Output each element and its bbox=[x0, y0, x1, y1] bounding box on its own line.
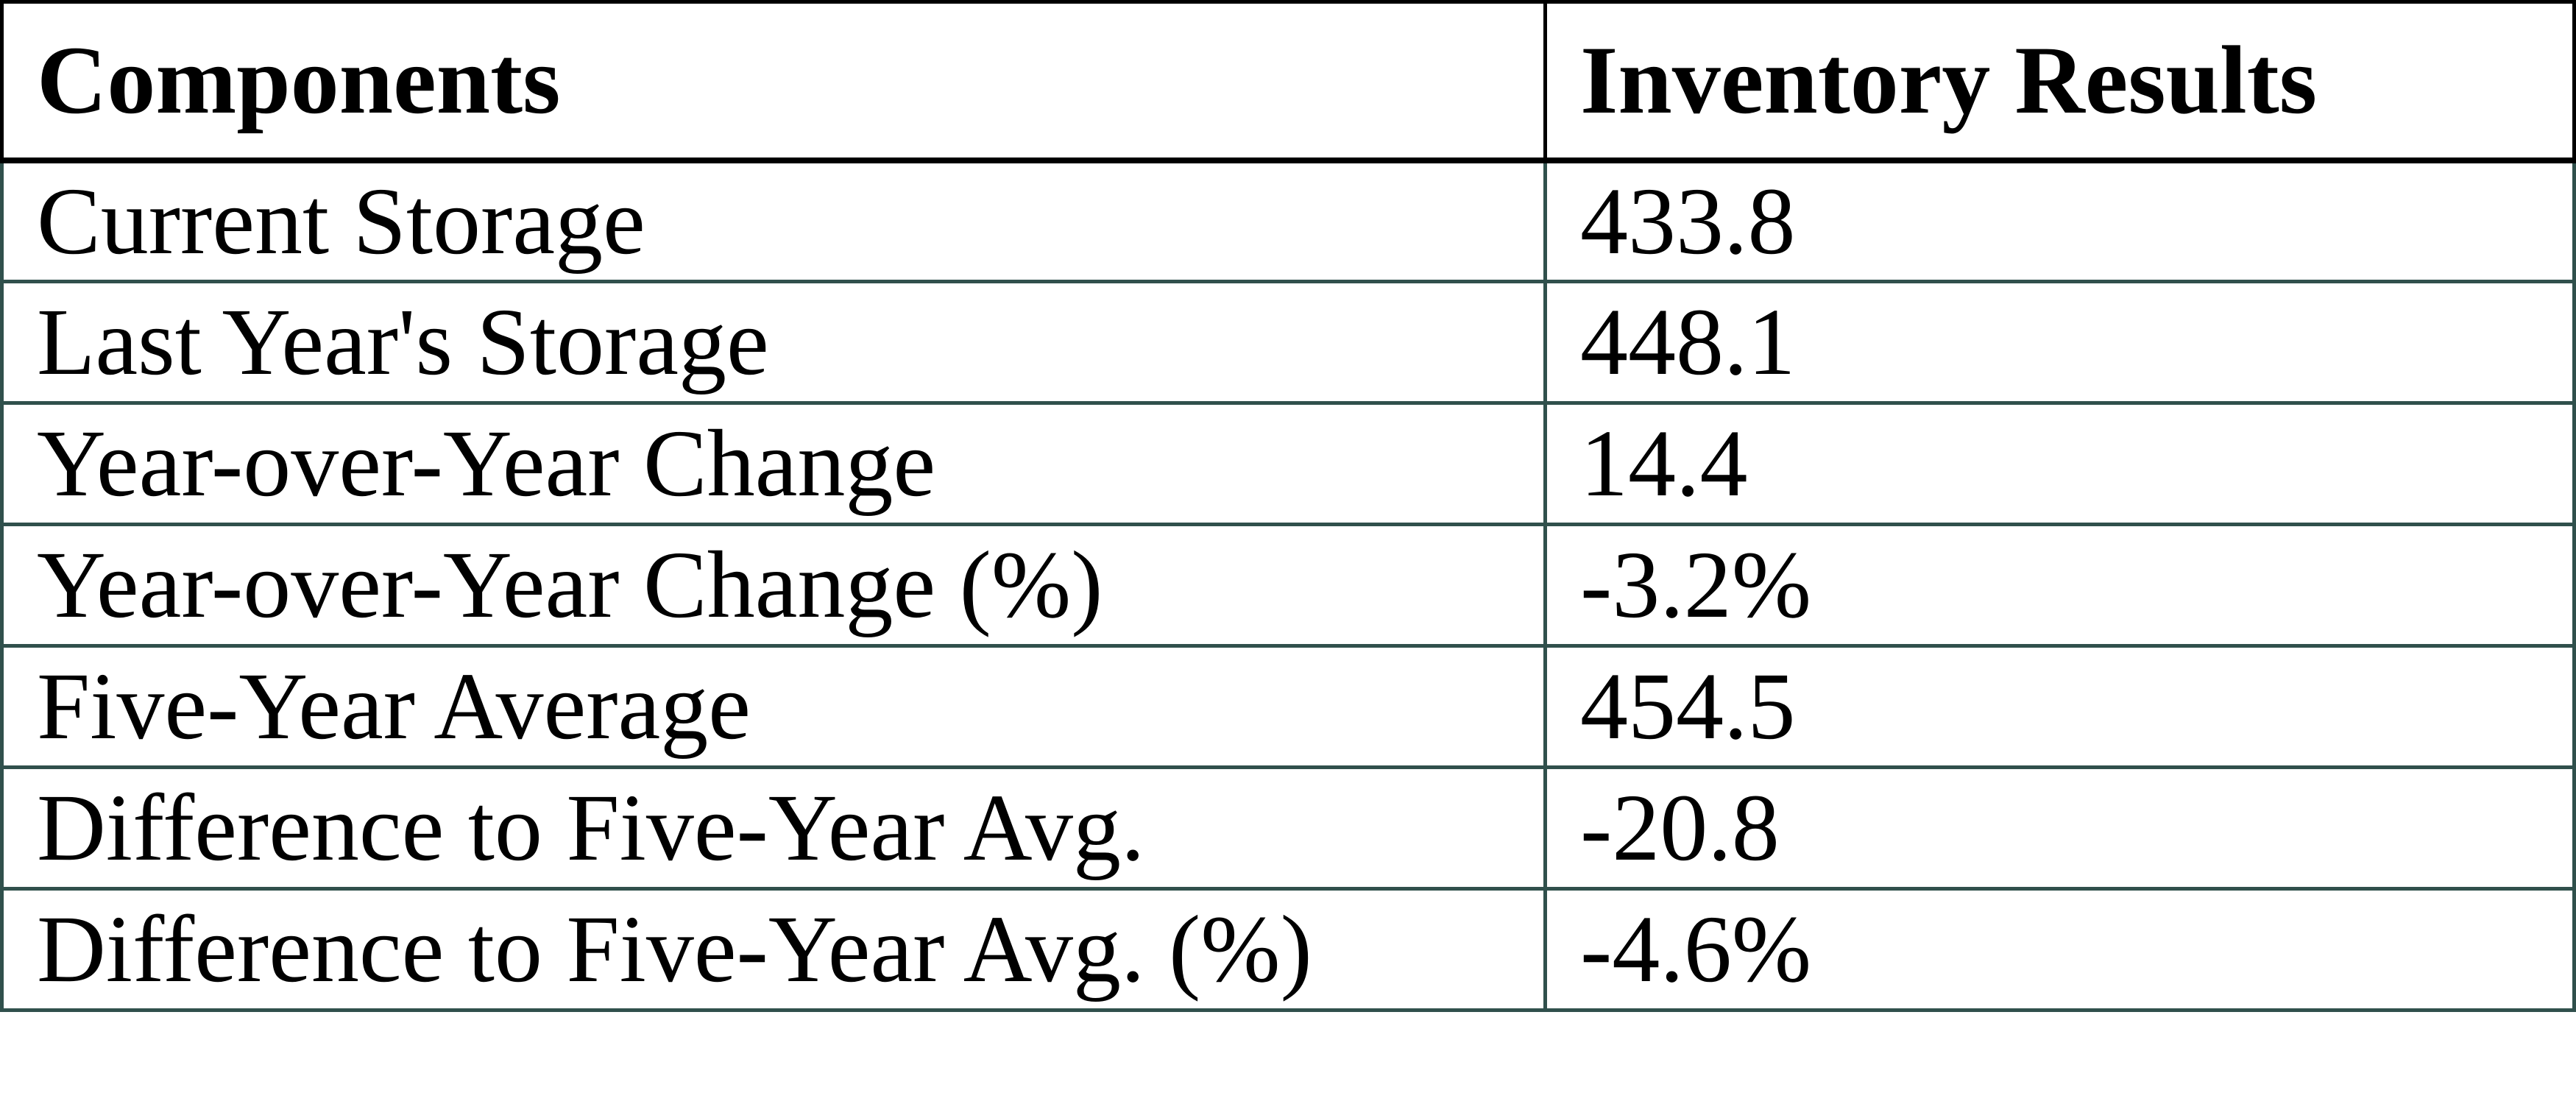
row-value: -4.6% bbox=[1543, 887, 2576, 1012]
row-value: 454.5 bbox=[1543, 644, 2576, 769]
header-row: Components Inventory Results bbox=[0, 0, 2576, 163]
row-label: Difference to Five-Year Avg. (%) bbox=[0, 887, 1547, 1012]
table-row: Year-over-Year Change (%) -3.2% bbox=[0, 523, 2576, 648]
inventory-table: Components Inventory Results Current Sto… bbox=[0, 0, 2576, 1012]
table-row: Difference to Five-Year Avg. (%) -4.6% bbox=[0, 887, 2576, 1012]
row-label: Last Year's Storage bbox=[0, 280, 1547, 405]
column-header-inventory-results: Inventory Results bbox=[1543, 0, 2576, 163]
table-row: Five-Year Average 454.5 bbox=[0, 644, 2576, 769]
row-label: Difference to Five-Year Avg. bbox=[0, 765, 1547, 891]
table-row: Difference to Five-Year Avg. -20.8 bbox=[0, 765, 2576, 891]
table-row: Last Year's Storage 448.1 bbox=[0, 280, 2576, 405]
row-value: -3.2% bbox=[1543, 523, 2576, 648]
row-label: Current Storage bbox=[0, 158, 1547, 283]
column-header-components: Components bbox=[0, 0, 1547, 163]
row-label: Five-Year Average bbox=[0, 644, 1547, 769]
row-label: Year-over-Year Change (%) bbox=[0, 523, 1547, 648]
table-row: Current Storage 433.8 bbox=[0, 158, 2576, 283]
row-value: 433.8 bbox=[1543, 158, 2576, 283]
row-value: -20.8 bbox=[1543, 765, 2576, 891]
row-value: 14.4 bbox=[1543, 401, 2576, 526]
row-value: 448.1 bbox=[1543, 280, 2576, 405]
row-label: Year-over-Year Change bbox=[0, 401, 1547, 526]
table-row: Year-over-Year Change 14.4 bbox=[0, 401, 2576, 526]
